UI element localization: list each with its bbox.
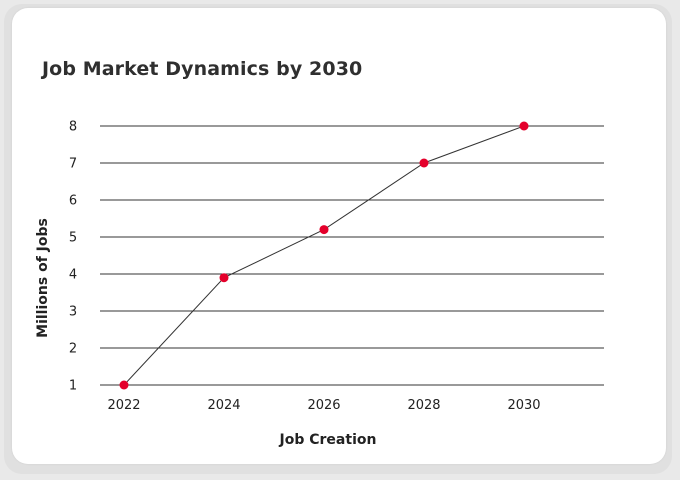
y-tick-label: 1: [69, 379, 77, 394]
y-tick-label: 8: [69, 120, 77, 135]
y-tick-label: 7: [69, 157, 77, 172]
y-tick-label: 3: [69, 305, 77, 320]
x-axis-label: Job Creation: [279, 432, 377, 448]
x-tick-label: 2030: [507, 398, 540, 413]
y-axis-ticks: 1 2 3 4 5 6 7 8: [69, 120, 77, 394]
data-point: [419, 158, 429, 168]
gridlines: [100, 125, 604, 386]
data-point: [319, 225, 329, 235]
y-tick-label: 2: [69, 342, 77, 357]
x-tick-label: 2026: [307, 398, 340, 413]
x-tick-label: 2022: [107, 398, 140, 413]
x-axis-ticks: 2022 2024 2026 2028 2030: [107, 398, 540, 413]
y-axis-label: Millions of Jobs: [35, 218, 51, 338]
y-tick-label: 6: [69, 194, 77, 209]
data-point: [219, 273, 229, 283]
chart-title: Job Market Dynamics by 2030: [42, 58, 363, 80]
series-group: [119, 121, 529, 390]
data-point: [119, 380, 129, 390]
series-line: [123, 125, 525, 386]
data-point: [519, 121, 529, 131]
y-tick-label: 5: [69, 231, 77, 246]
y-tick-label: 4: [69, 268, 77, 283]
x-tick-label: 2028: [407, 398, 440, 413]
x-tick-label: 2024: [207, 398, 240, 413]
